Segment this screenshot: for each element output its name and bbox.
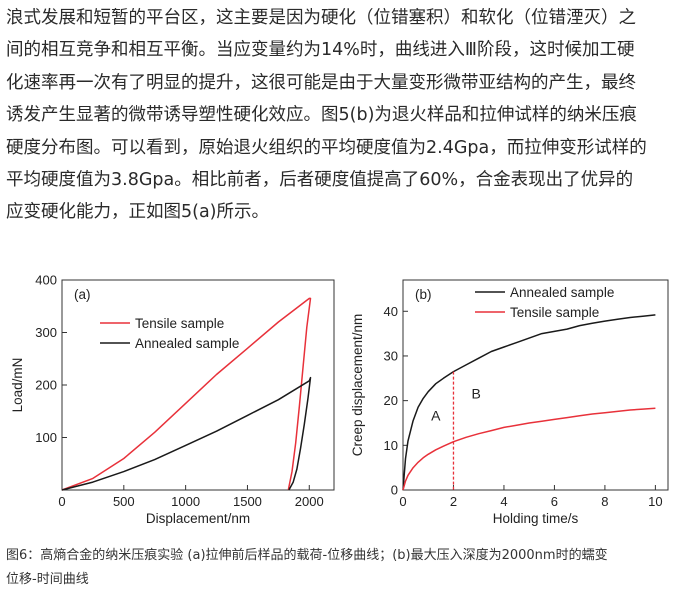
- legend-label: Tensile sample: [510, 305, 599, 320]
- series-line-annealed-sample: [61, 376, 312, 491]
- series-line-tensile-sample: [61, 297, 312, 491]
- y-tick-label: 40: [384, 304, 398, 319]
- y-axis-label: Creep displacement/nm: [350, 314, 365, 457]
- paragraph-line: 化速率再一次有了明显的提升，这很可能是由于大量变形微带亚结构的产生，最终: [6, 72, 636, 93]
- x-tick-label: 500: [113, 494, 135, 509]
- x-axis-label: Holding time/s: [493, 511, 579, 526]
- series-line-tensile-sample: [402, 407, 656, 491]
- x-tick-label: 10: [648, 494, 662, 509]
- figure: 0 500 1000 1500 2000100200300400Displacement…: [10, 273, 669, 526]
- x-tick-label: 0: [58, 494, 65, 509]
- chart-creep-displacement: 0 2 4 6 8 10 0 10 20 30 40 Holding time/s Creep disp…: [350, 279, 669, 526]
- region-label-a: A: [431, 408, 441, 424]
- x-tick-label: 8: [601, 494, 608, 509]
- x-tick-label: 2: [450, 494, 457, 509]
- y-tick-label: 400: [35, 273, 57, 288]
- x-tick-label: 6: [551, 494, 558, 509]
- figure-caption: 图6：高熵合金的纳米压痕实验 (a)拉伸前后样品的载荷-位移曲线；(b)最大压入…: [6, 544, 694, 592]
- paragraph-line: 诱发产生显著的微带诱导塑性硬化效应。图5(b)为退火样品和拉伸试样的纳米压痕: [6, 105, 637, 126]
- paragraph-line: 应变硬化能力，正如图5(a)所示。: [6, 202, 270, 223]
- paragraph-line: 硬度分布图。可以看到，原始退火组织的平均硬度值为2.4Gpa，而拉伸变形试样的: [6, 137, 647, 158]
- legend-label: Annealed sample: [510, 285, 614, 300]
- x-tick-label: 4: [500, 494, 507, 509]
- x-tick-label: 0: [399, 494, 406, 509]
- x-tick-label: 2000: [295, 494, 324, 509]
- paragraph-line: 平均硬度值为3.8Gpa。相比前者，后者硬度值提高了60%，合金表现出了优异的: [6, 170, 634, 191]
- y-axis-label: Load/mN: [10, 358, 25, 413]
- legend-label: Annealed sample: [135, 336, 239, 351]
- caption-line-1: 图6：高熵合金的纳米压痕实验 (a)拉伸前后样品的载荷-位移曲线；(b)最大压入…: [6, 548, 608, 563]
- plot-frame: [402, 279, 669, 491]
- caption-line-2: 位移-时间曲线: [6, 572, 89, 587]
- y-tick-label: 100: [35, 430, 57, 445]
- chart-load-displacement: 0 500 1000 1500 2000 100 200 300 400 Displacement…: [10, 273, 335, 526]
- body-paragraph: 浪式发展和短暂的平台区，这主要是因为硬化（位错塞积）和软化（位错湮灭）之 间的相…: [6, 2, 692, 229]
- y-tick-label: 300: [35, 325, 57, 340]
- panel-label: (b): [415, 287, 432, 302]
- x-axis-label: Displacement/nm: [146, 511, 250, 526]
- series-line-annealed-sample: [402, 314, 656, 491]
- panel-label: (a): [74, 287, 91, 302]
- y-tick-label: 20: [384, 393, 398, 408]
- x-tick-label: 1500: [233, 494, 262, 509]
- legend-label: Tensile sample: [135, 316, 224, 331]
- y-tick-label: 0: [391, 483, 398, 498]
- paragraph-line: 浪式发展和短暂的平台区，这主要是因为硬化（位错塞积）和软化（位错湮灭）之: [6, 8, 636, 28]
- paragraph-line: 间的相互竞争和相互平衡。当应变量约为14%时，曲线进入Ⅲ阶段，这时候加工硬: [6, 40, 635, 61]
- region-label-b: B: [472, 385, 481, 401]
- y-tick-label: 30: [384, 348, 398, 363]
- y-tick-label: 200: [35, 378, 57, 393]
- x-tick-label: 1000: [171, 494, 200, 509]
- y-tick-label: 10: [384, 438, 398, 453]
